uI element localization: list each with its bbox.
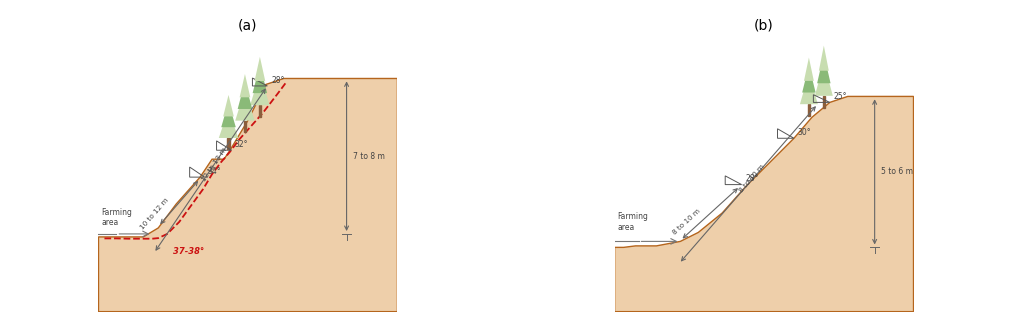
Polygon shape <box>221 102 236 127</box>
Polygon shape <box>799 73 817 104</box>
Text: 32°: 32° <box>235 140 248 149</box>
Text: 10 to 12 m: 10 to 12 m <box>140 197 170 231</box>
Polygon shape <box>235 90 255 121</box>
Text: (b): (b) <box>753 19 773 33</box>
Polygon shape <box>818 45 828 71</box>
Text: Farming
area: Farming area <box>617 212 648 232</box>
Text: (a): (a) <box>238 19 258 33</box>
Text: 8 to 10 m: 8 to 10 m <box>738 164 765 194</box>
Text: 12 to 13 m: 12 to 13 m <box>200 147 227 183</box>
Polygon shape <box>816 54 830 83</box>
Bar <box>244 121 246 132</box>
Polygon shape <box>250 73 269 105</box>
Text: 34°: 34° <box>207 167 221 176</box>
Bar <box>807 104 809 116</box>
Polygon shape <box>614 96 913 312</box>
Polygon shape <box>802 65 815 93</box>
Polygon shape <box>814 62 832 96</box>
Text: 28°: 28° <box>271 76 284 85</box>
Text: 37-38°: 37-38° <box>172 247 203 256</box>
Bar <box>259 105 261 117</box>
Polygon shape <box>238 82 252 109</box>
Text: 8 to 10 m: 8 to 10 m <box>670 207 701 235</box>
Text: 28°: 28° <box>745 174 758 183</box>
Polygon shape <box>255 57 265 81</box>
Text: 25°: 25° <box>833 93 846 101</box>
Polygon shape <box>240 74 250 97</box>
Bar <box>822 96 824 108</box>
Text: Farming
area: Farming area <box>101 208 132 227</box>
Text: 7 to 8 m: 7 to 8 m <box>352 152 384 161</box>
Polygon shape <box>253 65 267 93</box>
Polygon shape <box>98 79 397 312</box>
Polygon shape <box>803 58 813 81</box>
Text: 5 to 6 m: 5 to 6 m <box>880 167 912 176</box>
Polygon shape <box>218 109 238 138</box>
Text: 30°: 30° <box>797 128 811 137</box>
Bar <box>227 138 229 149</box>
Polygon shape <box>223 95 234 116</box>
